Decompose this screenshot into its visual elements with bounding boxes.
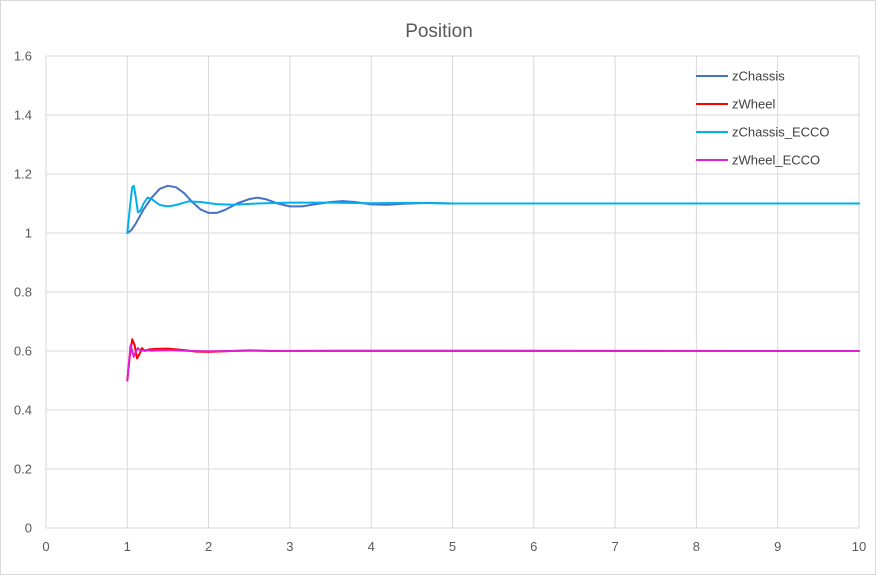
x-tick-label: 1 xyxy=(124,539,131,554)
legend: zChassis zWheel zChassis_ECCO zWheel_ECCO xyxy=(696,69,830,168)
series-line-zchassis xyxy=(126,184,860,234)
y-tick-label: 0.6 xyxy=(14,344,32,359)
legend-label: zChassis_ECCO xyxy=(732,125,830,140)
x-tick-label: 7 xyxy=(611,539,618,554)
series-line-zchassis-ecco xyxy=(126,184,860,234)
x-tick-label: 0 xyxy=(42,539,49,554)
y-tick-label: 0.8 xyxy=(14,285,32,300)
legend-label: zWheel xyxy=(732,97,775,112)
chart-title: Position xyxy=(405,21,473,42)
y-tick-label: 1.6 xyxy=(14,49,32,64)
x-tick-label: 2 xyxy=(205,539,212,554)
x-axis-tick-labels: 0 1 2 3 4 5 6 7 8 9 10 xyxy=(42,539,866,554)
series-line-zwheel xyxy=(126,338,860,382)
gridlines xyxy=(45,55,860,529)
x-tick-label: 9 xyxy=(774,539,781,554)
y-tick-label: 1.4 xyxy=(14,108,32,123)
x-tick-label: 6 xyxy=(530,539,537,554)
y-axis-tick-labels: 0 0.2 0.4 0.6 0.8 1 1.2 1.4 1.6 xyxy=(14,49,32,536)
legend-label: zWheel_ECCO xyxy=(732,153,820,168)
x-tick-label: 8 xyxy=(693,539,700,554)
y-tick-label: 1.2 xyxy=(14,167,32,182)
y-tick-label: 0.4 xyxy=(14,403,32,418)
y-tick-label: 0 xyxy=(25,521,32,536)
legend-label: zChassis xyxy=(732,69,785,84)
x-tick-label: 5 xyxy=(449,539,456,554)
y-tick-label: 1 xyxy=(25,226,32,241)
x-tick-label: 4 xyxy=(368,539,375,554)
series-line-zwheel-ecco xyxy=(126,344,860,382)
series-lines xyxy=(126,184,860,382)
y-tick-label: 0.2 xyxy=(14,462,32,477)
x-tick-label: 10 xyxy=(852,539,866,554)
x-tick-label: 3 xyxy=(286,539,293,554)
